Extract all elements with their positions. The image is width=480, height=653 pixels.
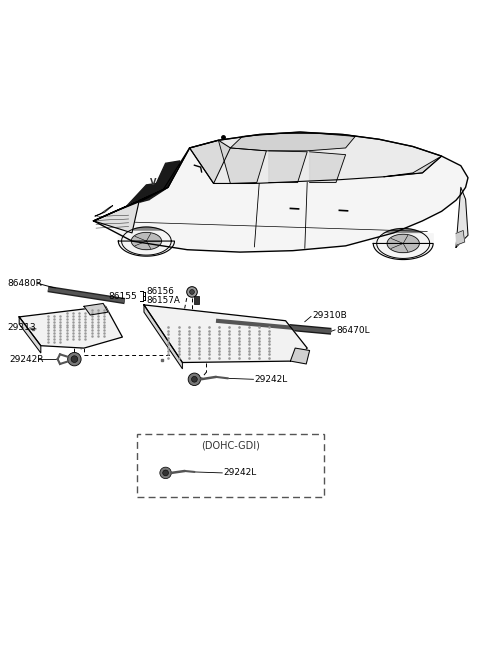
Bar — [194, 296, 199, 304]
Polygon shape — [95, 206, 113, 216]
Polygon shape — [290, 348, 310, 364]
Polygon shape — [19, 306, 122, 348]
Polygon shape — [127, 182, 163, 206]
Bar — [137, 434, 324, 497]
Polygon shape — [144, 305, 182, 369]
Polygon shape — [377, 229, 430, 259]
Text: 29313: 29313 — [7, 323, 36, 332]
Circle shape — [192, 376, 197, 382]
Polygon shape — [230, 134, 355, 151]
Text: 29242R: 29242R — [10, 355, 44, 364]
Polygon shape — [144, 305, 307, 362]
Polygon shape — [269, 151, 307, 182]
Polygon shape — [94, 148, 190, 221]
Circle shape — [190, 289, 194, 295]
Circle shape — [187, 287, 197, 297]
Polygon shape — [373, 234, 433, 260]
Text: 86156: 86156 — [146, 287, 174, 296]
Text: V: V — [150, 178, 157, 187]
Polygon shape — [310, 151, 346, 182]
Circle shape — [160, 467, 171, 479]
Text: (DOHC-GDI): (DOHC-GDI) — [201, 440, 260, 450]
Text: 86470L: 86470L — [336, 326, 370, 335]
Polygon shape — [121, 227, 171, 255]
Polygon shape — [84, 304, 108, 315]
Circle shape — [163, 470, 168, 476]
Text: 86155: 86155 — [108, 292, 137, 301]
Polygon shape — [190, 132, 442, 183]
Polygon shape — [387, 234, 420, 253]
Polygon shape — [456, 187, 468, 247]
Polygon shape — [456, 231, 465, 245]
Polygon shape — [19, 317, 41, 353]
Text: 86157A: 86157A — [146, 296, 180, 304]
Text: 29242L: 29242L — [254, 375, 288, 384]
Polygon shape — [384, 156, 442, 177]
Polygon shape — [94, 200, 139, 233]
Text: 86480R: 86480R — [7, 279, 42, 288]
Text: 29242L: 29242L — [223, 468, 256, 477]
Circle shape — [188, 373, 201, 385]
Polygon shape — [118, 231, 175, 256]
Circle shape — [68, 353, 81, 366]
Circle shape — [71, 356, 78, 362]
Polygon shape — [190, 140, 230, 183]
Text: 29310B: 29310B — [312, 311, 347, 320]
Polygon shape — [149, 161, 180, 200]
Polygon shape — [94, 132, 468, 252]
Polygon shape — [132, 232, 161, 249]
Polygon shape — [218, 140, 266, 183]
